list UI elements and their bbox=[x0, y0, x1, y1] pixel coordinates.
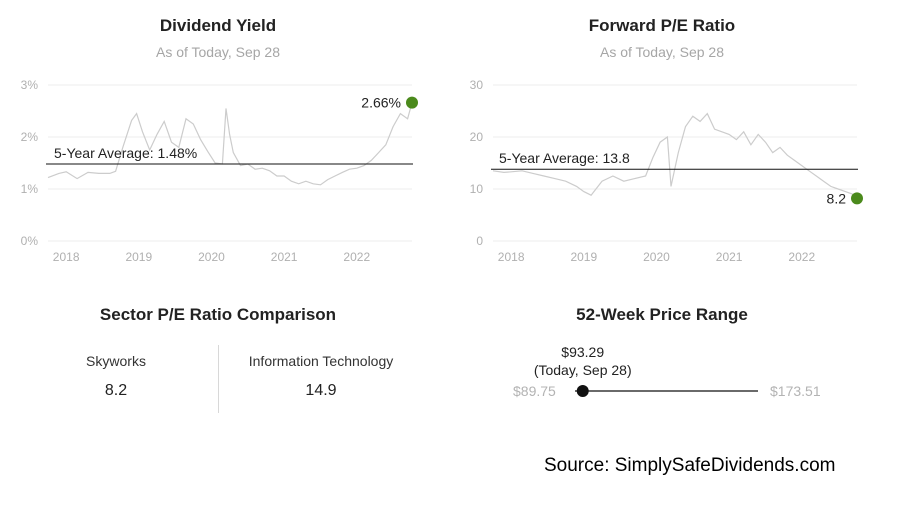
y-tick-label: 10 bbox=[470, 182, 484, 196]
y-tick-label: 1% bbox=[21, 182, 39, 196]
price-range-bar bbox=[575, 385, 758, 397]
x-tick-label: 2020 bbox=[198, 250, 225, 264]
dividend-yield-subtitle: As of Today, Sep 28 bbox=[155, 44, 280, 60]
price-range-title: 52-Week Price Range bbox=[576, 305, 748, 324]
current-price-note: (Today, Sep 28) bbox=[533, 362, 632, 378]
source-credit: Source: SimplySafeDividends.com bbox=[544, 455, 836, 476]
x-tick-label: 2020 bbox=[643, 250, 670, 264]
range-low-label: $89.75 bbox=[513, 383, 556, 399]
current-value-label: 8.2 bbox=[827, 190, 847, 206]
x-tick-label: 2022 bbox=[343, 250, 370, 264]
sector-value-it: 14.9 bbox=[305, 382, 337, 399]
sector-pe-title: Sector P/E Ratio Comparison bbox=[99, 305, 337, 324]
dividend-yield-chart: 0% 1% 2% 3% 2018 2019 2020 2021 2022 5-Year Avera… bbox=[21, 78, 418, 264]
sector-value-skyworks: 8.2 bbox=[104, 382, 128, 399]
sector-divider bbox=[218, 345, 219, 413]
range-current-marker bbox=[576, 385, 589, 397]
series-line bbox=[47, 102, 413, 186]
forward-pe-chart: 0 10 20 30 2018 2019 2020 2021 2022 5-Year Averag… bbox=[470, 78, 863, 264]
forward-pe-subtitle: As of Today, Sep 28 bbox=[599, 44, 724, 60]
y-tick-label: 20 bbox=[470, 130, 484, 144]
x-tick-label: 2021 bbox=[716, 250, 743, 264]
average-label: 5-Year Average: 1.48% bbox=[54, 145, 197, 161]
forward-pe-title: Forward P/E Ratio bbox=[588, 16, 736, 35]
y-tick-label: 30 bbox=[470, 78, 484, 92]
x-tick-label: 2018 bbox=[53, 250, 80, 264]
dividend-yield-title: Dividend Yield bbox=[159, 16, 277, 35]
series-line bbox=[492, 112, 858, 199]
current-value-dot bbox=[851, 192, 863, 205]
x-tick-label: 2021 bbox=[271, 250, 298, 264]
y-tick-label: 0 bbox=[476, 234, 483, 248]
sector-label-it: Information Technology bbox=[248, 353, 394, 369]
sector-label-skyworks: Skyworks bbox=[86, 353, 146, 369]
current-price-callout: $93.29 (Today, Sep 28) bbox=[523, 343, 643, 379]
x-tick-label: 2019 bbox=[570, 250, 597, 264]
average-label: 5-Year Average: 13.8 bbox=[499, 150, 630, 166]
x-tick-label: 2019 bbox=[125, 250, 152, 264]
current-value-label: 2.66% bbox=[361, 95, 401, 111]
current-price-value: $93.29 bbox=[561, 344, 605, 360]
range-high-label: $173.51 bbox=[770, 383, 821, 399]
y-tick-label: 2% bbox=[21, 130, 39, 144]
y-tick-label: 3% bbox=[21, 78, 39, 92]
y-tick-label: 0% bbox=[21, 234, 39, 248]
current-value-dot bbox=[406, 96, 418, 109]
x-tick-label: 2022 bbox=[788, 250, 815, 264]
x-tick-label: 2018 bbox=[498, 250, 525, 264]
